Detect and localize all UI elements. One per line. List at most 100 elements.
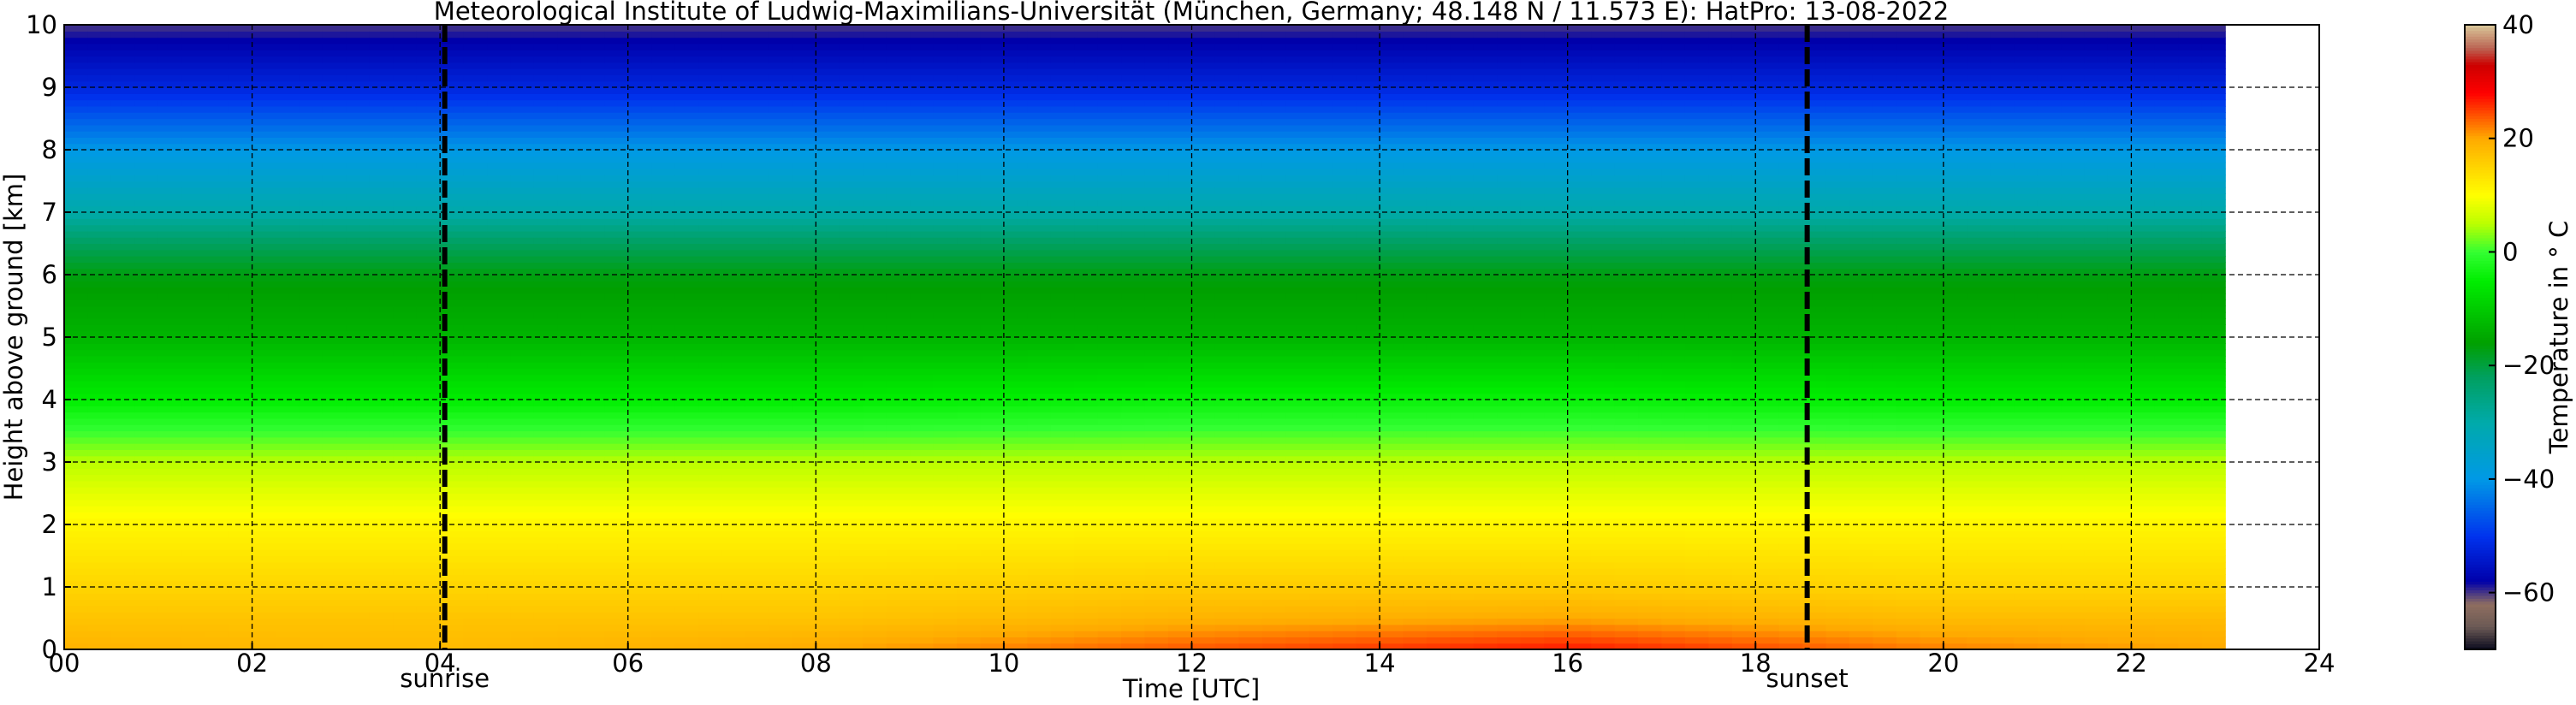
heatmap-cell (816, 237, 840, 245)
heatmap-cell (980, 74, 1005, 82)
heatmap-cell (1003, 381, 1028, 388)
heatmap-cell (1074, 256, 1099, 263)
heatmap-cell (110, 580, 135, 588)
heatmap-cell (1050, 418, 1075, 425)
heatmap-cell (1214, 561, 1239, 569)
heatmap-cell (181, 218, 206, 226)
heatmap-cell (1168, 343, 1193, 351)
heatmap-cell (745, 287, 770, 294)
heatmap-cell (1003, 287, 1028, 294)
heatmap-cell (580, 162, 605, 169)
heatmap-cell (1191, 118, 1216, 126)
heatmap-cell (769, 618, 793, 625)
heatmap-cell (440, 400, 465, 406)
heatmap-cell (792, 381, 816, 388)
heatmap-cell (440, 549, 465, 557)
heatmap-cell (816, 499, 840, 507)
heatmap-cell (604, 618, 629, 625)
heatmap-cell (604, 599, 629, 607)
heatmap-cell (393, 587, 418, 594)
heatmap-cell (416, 74, 441, 82)
heatmap-cell (229, 599, 253, 607)
heatmap-cell (1050, 124, 1075, 132)
heatmap-cell (604, 156, 629, 163)
heatmap-cell (580, 487, 605, 495)
heatmap-cell (346, 262, 371, 270)
heatmap-cell (510, 493, 535, 501)
heatmap-cell (463, 643, 488, 650)
heatmap-cell (557, 349, 582, 357)
heatmap-cell (416, 93, 441, 101)
heatmap-cell (393, 536, 418, 544)
heatmap-cell (839, 593, 864, 601)
heatmap-cell (369, 56, 394, 63)
heatmap-cell (110, 480, 135, 488)
heatmap-cell (229, 637, 253, 644)
heatmap-cell (580, 62, 605, 69)
heatmap-cell (157, 143, 182, 151)
heatmap-cell (1027, 337, 1052, 344)
heatmap-cell (440, 387, 465, 394)
heatmap-cell (463, 249, 488, 257)
heatmap-cell (698, 524, 723, 531)
heatmap-cell (533, 387, 559, 394)
heatmap-cell (769, 193, 793, 200)
heatmap-cell (1003, 93, 1028, 101)
heatmap-cell (980, 175, 1005, 182)
heatmap-cell (87, 25, 112, 32)
heatmap-cell (440, 87, 465, 94)
heatmap-cell (110, 74, 135, 82)
heatmap-cell (651, 555, 676, 563)
heatmap-cell (181, 50, 206, 57)
heatmap-cell (487, 462, 512, 469)
heatmap-cell (205, 118, 229, 126)
heatmap-cell (64, 218, 89, 226)
heatmap-cell (910, 99, 935, 107)
heatmap-cell (229, 87, 253, 94)
heatmap-cell (674, 436, 699, 444)
heatmap-cell (487, 268, 512, 275)
heatmap-cell (745, 493, 770, 501)
heatmap-cell (205, 349, 229, 357)
heatmap-cell (369, 436, 394, 444)
heatmap-cell (416, 299, 441, 307)
heatmap-cell (816, 93, 840, 101)
heatmap-cell (299, 224, 323, 232)
heatmap-cell (1121, 637, 1146, 644)
heatmap-cell (933, 311, 958, 319)
heatmap-cell (369, 68, 394, 75)
heatmap-cell (134, 612, 159, 619)
heatmap-cell (229, 487, 253, 495)
heatmap-cell (627, 574, 652, 582)
heatmap-cell (933, 137, 958, 145)
heatmap-cell (698, 93, 723, 101)
heatmap-cell (863, 118, 887, 126)
heatmap-cell (416, 549, 441, 557)
heatmap-cell (792, 37, 816, 44)
heatmap-cell (910, 218, 935, 226)
heatmap-cell (487, 199, 512, 207)
heatmap-cell (910, 568, 935, 575)
heatmap-cell (1191, 393, 1216, 400)
heatmap-cell (134, 131, 159, 138)
heatmap-cell (157, 493, 182, 501)
heatmap-cell (957, 381, 982, 388)
heatmap-cell (839, 374, 864, 382)
heatmap-cell (369, 293, 394, 300)
heatmap-cell (957, 506, 982, 512)
heatmap-cell (276, 268, 300, 275)
heatmap-cell (487, 230, 512, 238)
heatmap-cell (651, 418, 676, 425)
heatmap-cell (604, 249, 629, 257)
heatmap-cell (510, 631, 535, 637)
heatmap-cell (1050, 631, 1075, 637)
heatmap-cell (181, 43, 206, 50)
heatmap-cell (276, 212, 300, 219)
heatmap-cell (440, 118, 465, 126)
heatmap-cell (604, 362, 629, 370)
heatmap-cell (980, 524, 1005, 531)
heatmap-cell (792, 549, 816, 557)
heatmap-cell (910, 243, 935, 251)
heatmap-cell (839, 230, 864, 238)
heatmap-cell (1214, 337, 1239, 344)
